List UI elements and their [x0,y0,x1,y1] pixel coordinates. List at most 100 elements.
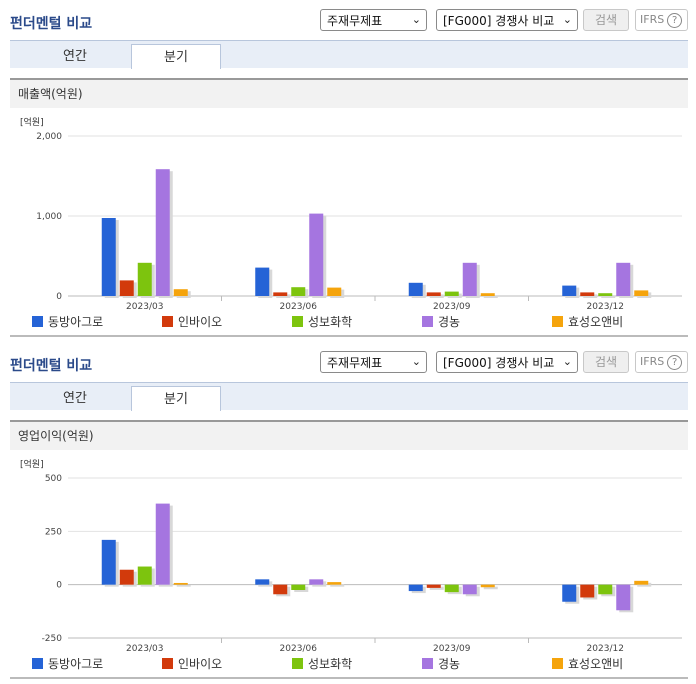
bar-shadow [637,582,652,587]
divider [10,677,688,679]
y-tick-label: -250 [42,634,63,644]
bar-shadow [483,586,498,590]
bar [119,569,134,585]
bar [598,293,613,296]
ifrs-help-button[interactable]: IFRS? [635,9,688,31]
bar [327,582,342,585]
legend-item[interactable]: 인바이오 [162,313,222,330]
bar [173,582,188,585]
tab-annual[interactable]: 연간 [63,49,87,64]
legend-swatch [422,658,433,669]
y-tick-label: 1,000 [36,212,62,222]
legend-item[interactable]: 경농 [422,313,460,330]
y-tick-label: 0 [56,581,62,591]
bar [173,289,188,296]
question-icon: ? [667,12,683,28]
search-button[interactable]: 검색 [583,351,629,373]
panel-title: 펀더멘털 비교 [10,358,93,374]
fundamental-compare-panel-2: 펀더멘털 비교 주재무제표 ⌄ [FG000] 경쟁사 비교 ⌄ 검색 IFRS… [0,342,696,684]
bar-shadow [483,295,498,298]
bar [273,584,288,595]
bar-shadow [583,294,598,298]
legend-label: 경농 [438,657,461,671]
x-tick-label: 2023/12 [587,644,624,652]
bar [616,262,631,296]
legend-item[interactable]: 동방아그로 [32,313,103,330]
bar-shadow [330,584,345,587]
divider [10,335,688,337]
tab-quarterly[interactable]: 분기 [131,44,221,69]
legend-label: 동방아그로 [48,657,104,671]
tab-annual[interactable]: 연간 [63,391,87,406]
chart-title: 영업이익(억원) [10,420,688,450]
y-unit-label: [억원] [20,458,44,470]
compare-group-value: [FG000] 경쟁사 비교 [443,356,555,370]
legend-label: 동방아그로 [48,315,104,329]
y-tick-label: 0 [56,292,62,302]
x-tick-label: 2023/09 [433,302,471,310]
legend-item[interactable]: 효성오앤비 [552,655,623,672]
legend-swatch [32,316,43,327]
legend-swatch [292,316,303,327]
bar [309,213,324,296]
report-type-select[interactable]: 주재무제표 ⌄ [320,9,427,31]
x-tick-label: 2023/06 [280,302,318,310]
bar [291,287,306,296]
chart-legend: 동방아그로 인바이오 성보화학 경농 효성오앤비 [10,655,688,671]
bar [155,169,170,296]
bar [137,566,152,585]
compare-group-select[interactable]: [FG000] 경쟁사 비교 ⌄ [436,9,578,31]
x-tick-label: 2023/06 [280,644,318,652]
chart-title: 매출액(억원) [10,78,688,108]
bar [598,584,613,595]
legend-label: 성보화학 [308,657,353,671]
bar [309,579,324,585]
bar [444,584,459,593]
bar [562,584,577,602]
chevron-down-icon: ⌄ [411,13,421,26]
chevron-down-icon: ⌄ [562,355,572,368]
bar [155,503,170,585]
legend-item[interactable]: 성보화학 [292,655,352,672]
y-tick-label: 2,000 [36,132,62,142]
legend-item[interactable]: 성보화학 [292,313,352,330]
legend-item[interactable]: 효성오앤비 [552,313,623,330]
bar [634,290,649,296]
bar-shadow [176,584,191,587]
bar [580,584,595,598]
legend-item[interactable]: 동방아그로 [32,655,103,672]
ifrs-help-button[interactable]: IFRS? [635,351,688,373]
legend-swatch [552,316,563,327]
legend-label: 성보화학 [308,315,353,329]
search-button[interactable]: 검색 [583,9,629,31]
report-type-select[interactable]: 주재무제표 ⌄ [320,351,427,373]
legend-item[interactable]: 경농 [422,655,460,672]
y-unit-label: [억원] [20,116,44,128]
legend-label: 인바이오 [178,657,223,671]
bar [101,539,116,585]
legend-label: 효성오앤비 [568,315,624,329]
revenue-chart: [억원] 0 1,000 2,000 2023/03 2023/06 2023/09 2023… [20,116,682,310]
bar [255,579,270,585]
panel-title: 펀더멘털 비교 [10,16,93,32]
ifrs-label: IFRS [640,13,665,26]
chevron-down-icon: ⌄ [562,13,572,26]
y-tick-label: 250 [45,527,62,537]
legend-item[interactable]: 인바이오 [162,655,222,672]
legend-swatch [32,658,43,669]
bar [426,292,441,296]
ifrs-label: IFRS [640,355,665,368]
bar [137,262,152,296]
bar [426,584,441,588]
x-tick-label: 2023/12 [587,302,624,310]
tab-quarterly[interactable]: 분기 [131,386,221,411]
legend-swatch [162,316,173,327]
bar [101,218,116,296]
bar [255,267,270,296]
bar [444,291,459,296]
compare-group-select[interactable]: [FG000] 경쟁사 비교 ⌄ [436,351,578,373]
bar [562,285,577,296]
bar [580,292,595,296]
legend-swatch [292,658,303,669]
legend-label: 효성오앤비 [568,657,624,671]
